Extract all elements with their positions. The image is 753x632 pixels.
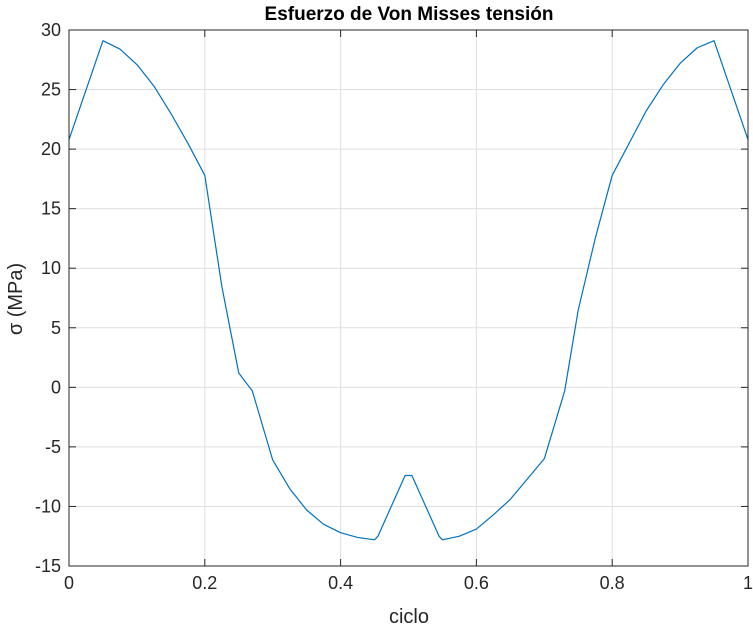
y-tick-label: 20	[41, 139, 61, 159]
y-tick-label: -5	[45, 437, 61, 457]
tick-labels: 0 0.2 0.4 0.6 0.8 1 -15 -10 -5 0 5 10 15 20 25 30	[35, 20, 753, 593]
series-layer	[68, 40, 749, 541]
x-axis-label: ciclo	[389, 606, 429, 627]
y-tick-label: 25	[41, 80, 61, 100]
y-tick-label: 10	[41, 258, 61, 278]
y-tick-label: -15	[35, 556, 61, 576]
y-tick-label: -10	[35, 496, 61, 516]
x-tick-label: 0.2	[192, 573, 217, 593]
series-line	[68, 40, 749, 541]
y-tick-label: 0	[51, 377, 61, 397]
y-tick-label: 30	[41, 20, 61, 40]
x-tick-label: 0.4	[328, 573, 353, 593]
x-tick-label: 1	[743, 573, 753, 593]
x-tick-label: 0	[64, 573, 74, 593]
y-tick-label: 5	[51, 318, 61, 338]
y-axis-label: σ (MPa)	[5, 263, 27, 335]
chart-title: Esfuerzo de Von Misses tensión	[265, 4, 554, 25]
plot-area	[69, 30, 748, 566]
y-tick-label: 15	[41, 199, 61, 219]
plot-frame	[68, 29, 749, 567]
x-tick-label: 0.6	[464, 573, 489, 593]
x-tick-label: 0.8	[600, 573, 625, 593]
axis-ticks	[68, 29, 749, 567]
